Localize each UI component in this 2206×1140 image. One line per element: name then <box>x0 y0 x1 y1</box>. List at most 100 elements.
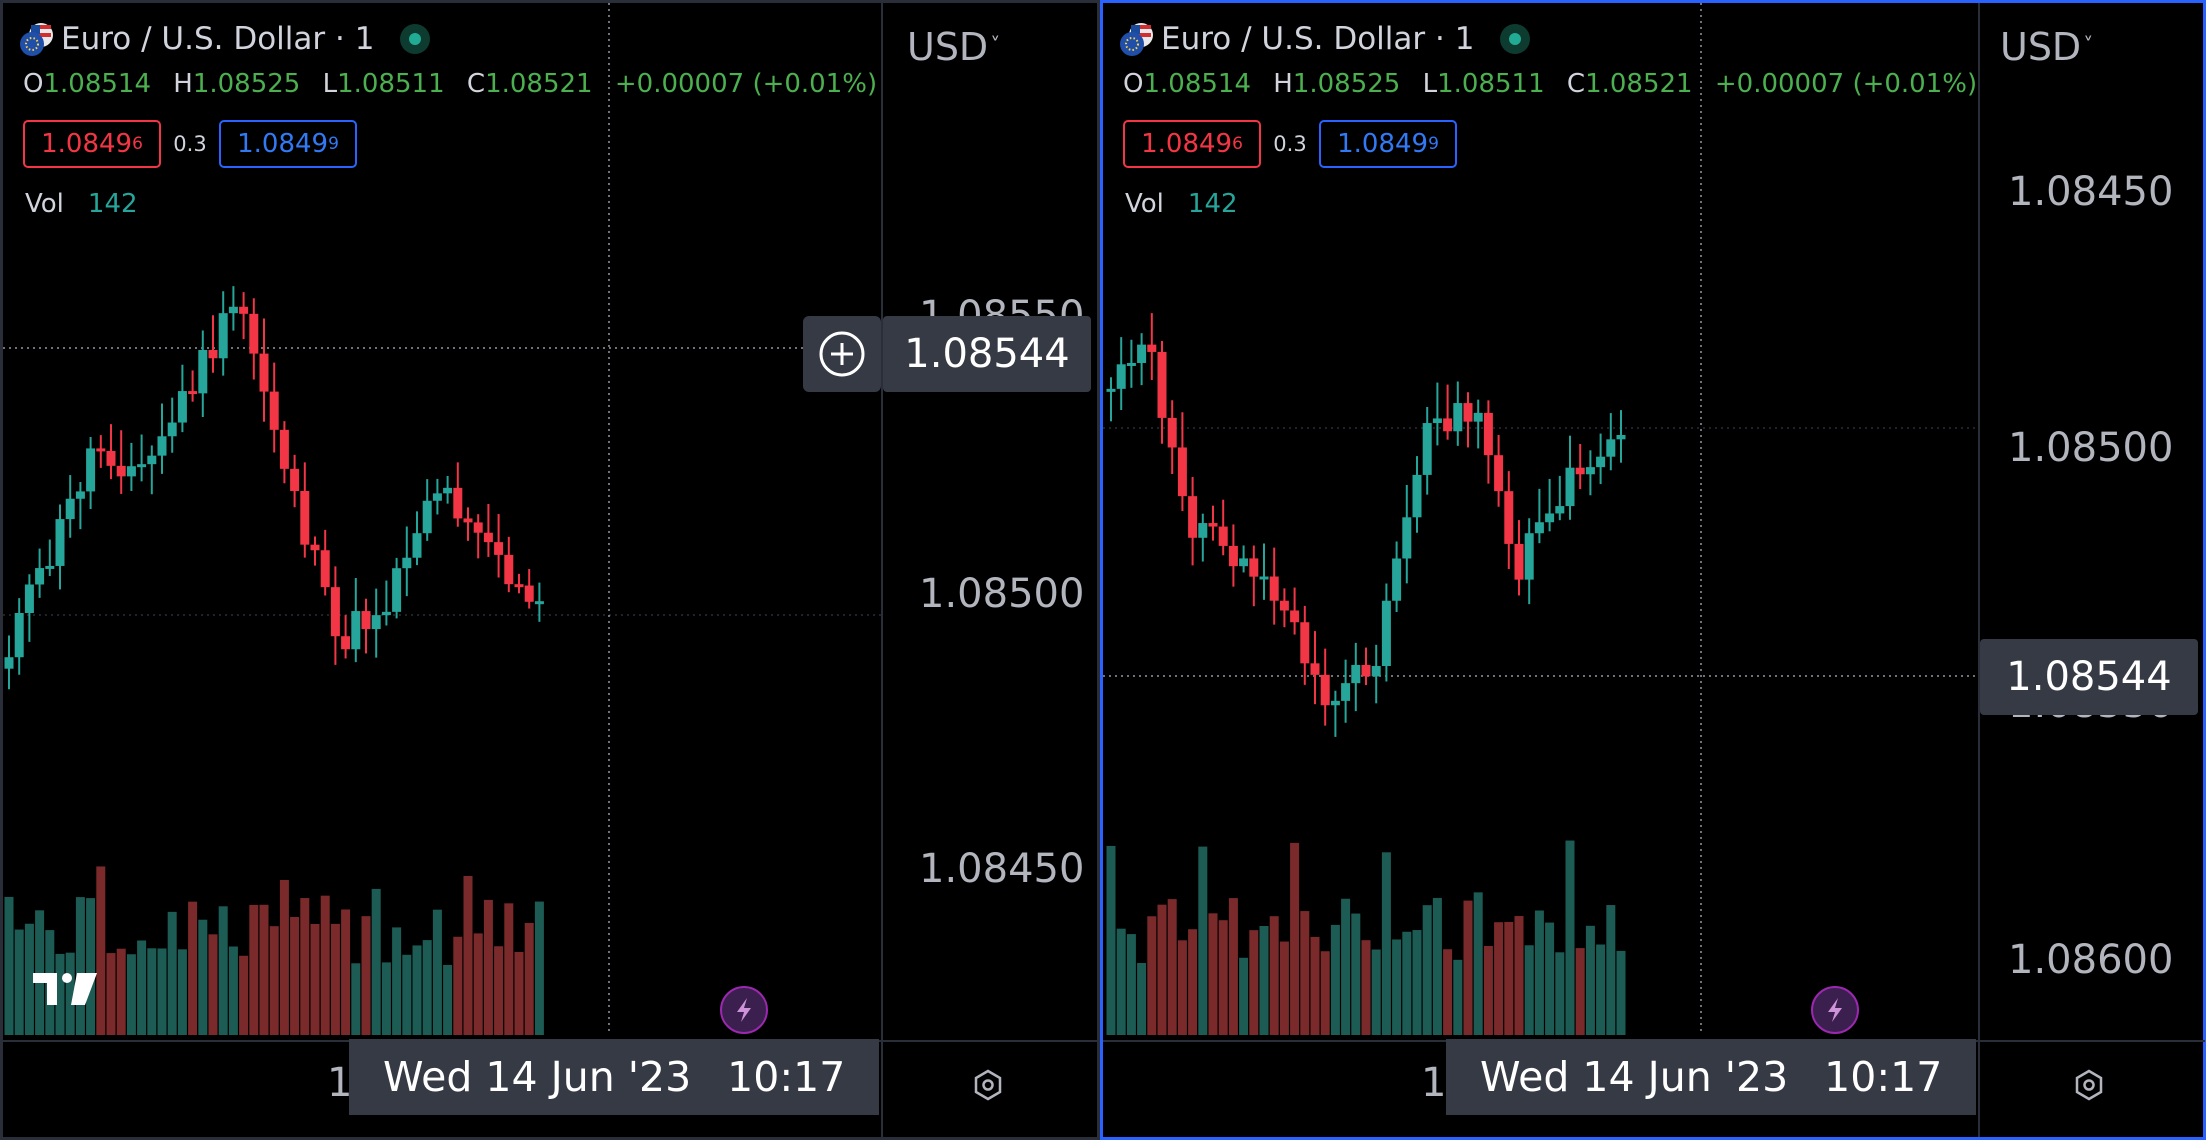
chart-settings-corner[interactable] <box>1978 1040 2205 1137</box>
volume-bar <box>1157 904 1167 1035</box>
candle-body <box>269 391 279 430</box>
volume-bar <box>116 948 126 1035</box>
crosshair-price-label: 1.08544 <box>1980 639 2198 715</box>
candle-body <box>1126 362 1136 366</box>
volume-bar <box>310 923 320 1035</box>
candle-body <box>228 306 238 314</box>
chart-settings-corner[interactable] <box>881 1040 1099 1137</box>
symbol-legend[interactable]: Euro / U.S. Dollar · 1 <box>19 21 431 57</box>
lightning-icon[interactable] <box>1811 986 1859 1034</box>
chevron-down-icon: ˅ <box>990 33 1001 57</box>
candle-body <box>1473 412 1483 422</box>
volume-bar <box>1239 957 1249 1035</box>
volume-bar <box>65 952 75 1035</box>
crosshair-date: Wed 14 Jun '23 <box>383 1053 692 1101</box>
candle-body <box>1300 622 1310 664</box>
low-label: L <box>1422 69 1438 99</box>
high-label: H <box>173 69 193 99</box>
volume-bar <box>1320 951 1330 1035</box>
volume-bar <box>1249 930 1259 1035</box>
add-alert-button[interactable] <box>803 316 881 392</box>
chart-pane-left[interactable]: Euro / U.S. Dollar · 1 O1.08514 H1.08525… <box>0 0 1100 1140</box>
candle-body <box>1575 467 1585 475</box>
volume-bar <box>1198 846 1208 1035</box>
candle-body <box>1504 491 1514 544</box>
candle-body <box>1483 412 1493 456</box>
volume-bar <box>86 898 96 1035</box>
tradingview-logo-icon[interactable] <box>31 969 103 1009</box>
candle-body <box>1351 664 1361 684</box>
currency-selector[interactable]: USD ˅ <box>2000 25 2093 69</box>
candle-body <box>494 542 504 555</box>
buy-button[interactable]: 1.0849 9 <box>1319 120 1457 168</box>
volume-bar <box>1279 941 1289 1035</box>
candle-body <box>188 391 198 395</box>
candle-body <box>1157 351 1167 418</box>
volume-bar <box>1218 920 1228 1035</box>
candle-body <box>1422 423 1432 475</box>
volume-bar <box>1412 930 1422 1035</box>
candlestick-chart[interactable] <box>3 3 881 1035</box>
volume-bar <box>167 911 177 1035</box>
volume-bar <box>371 888 381 1035</box>
volume-bar <box>1524 945 1534 1035</box>
candle-body <box>249 313 259 354</box>
crosshair-time-label: Wed 14 Jun '23 10:17 <box>1446 1039 1977 1115</box>
candle-body <box>1494 455 1504 492</box>
candle-body <box>1218 526 1228 546</box>
candle-body <box>1177 447 1187 497</box>
symbol-legend[interactable]: Euro / U.S. Dollar · 1 <box>1119 21 1531 57</box>
volume-bar <box>1310 936 1320 1035</box>
high-value: 1.08525 <box>192 69 301 99</box>
settings-icon[interactable] <box>971 1068 1005 1102</box>
chart-pane-right[interactable]: Euro / U.S. Dollar · 1 O1.08514 H1.08525… <box>1100 0 2206 1140</box>
volume-bar <box>24 923 34 1035</box>
buy-button[interactable]: 1.0849 9 <box>219 120 357 168</box>
price-scale[interactable]: USD˅ 1.08550 1.08500 1.08450 1.08544 <box>881 3 1099 1042</box>
eur-usd-flag-icon <box>20 23 53 56</box>
market-status-icon[interactable] <box>1500 24 1531 54</box>
candlestick-chart[interactable] <box>1103 3 1978 1035</box>
volume-bar <box>1147 916 1157 1035</box>
price-tick: 1.08600 <box>2008 937 2174 983</box>
candle-body <box>402 557 412 569</box>
candle-body <box>1137 344 1147 363</box>
sell-button[interactable]: 1.0849 6 <box>1123 120 1261 168</box>
candle-body <box>259 353 269 392</box>
buy-price: 1.0849 <box>237 129 329 159</box>
volume-bar <box>381 962 391 1035</box>
candle-body <box>116 465 126 477</box>
candle-body <box>1228 545 1238 567</box>
candle-body <box>1279 600 1289 611</box>
volume-legend[interactable]: Vol 142 <box>1125 189 1238 219</box>
volume-bar <box>239 955 249 1035</box>
volume-bar <box>534 901 544 1035</box>
candle-body <box>177 391 187 423</box>
candle-body <box>218 313 228 359</box>
close-label: C <box>466 69 486 99</box>
price-scale[interactable]: USD˅ 1.08450 1.08500 1.08550 1.08600 1.0… <box>1978 3 2205 1042</box>
currency-selector[interactable]: USD ˅ <box>907 25 1000 69</box>
market-status-icon[interactable] <box>400 24 431 54</box>
candle-body <box>463 518 473 523</box>
sell-price: 1.0849 <box>1141 129 1233 159</box>
volume-bar <box>218 906 228 1035</box>
candle-body <box>126 466 136 477</box>
volume-bar <box>361 916 371 1035</box>
sell-button[interactable]: 1.0849 6 <box>23 120 161 168</box>
candle-body <box>1188 496 1198 538</box>
eur-usd-flag-icon <box>1120 23 1153 56</box>
candle-body <box>75 491 85 499</box>
volume-legend[interactable]: Vol 142 <box>25 189 138 219</box>
candle-body <box>473 522 483 533</box>
volume-bar <box>1116 928 1126 1035</box>
candle-body <box>443 487 453 494</box>
lightning-icon[interactable] <box>720 986 768 1034</box>
volume-bar <box>1167 899 1177 1035</box>
settings-icon[interactable] <box>2072 1068 2106 1102</box>
candle-body <box>1208 523 1218 527</box>
volume-bar <box>1351 913 1361 1035</box>
volume-bar <box>157 948 167 1035</box>
candle-body <box>24 584 34 614</box>
candle-body <box>1269 576 1279 601</box>
